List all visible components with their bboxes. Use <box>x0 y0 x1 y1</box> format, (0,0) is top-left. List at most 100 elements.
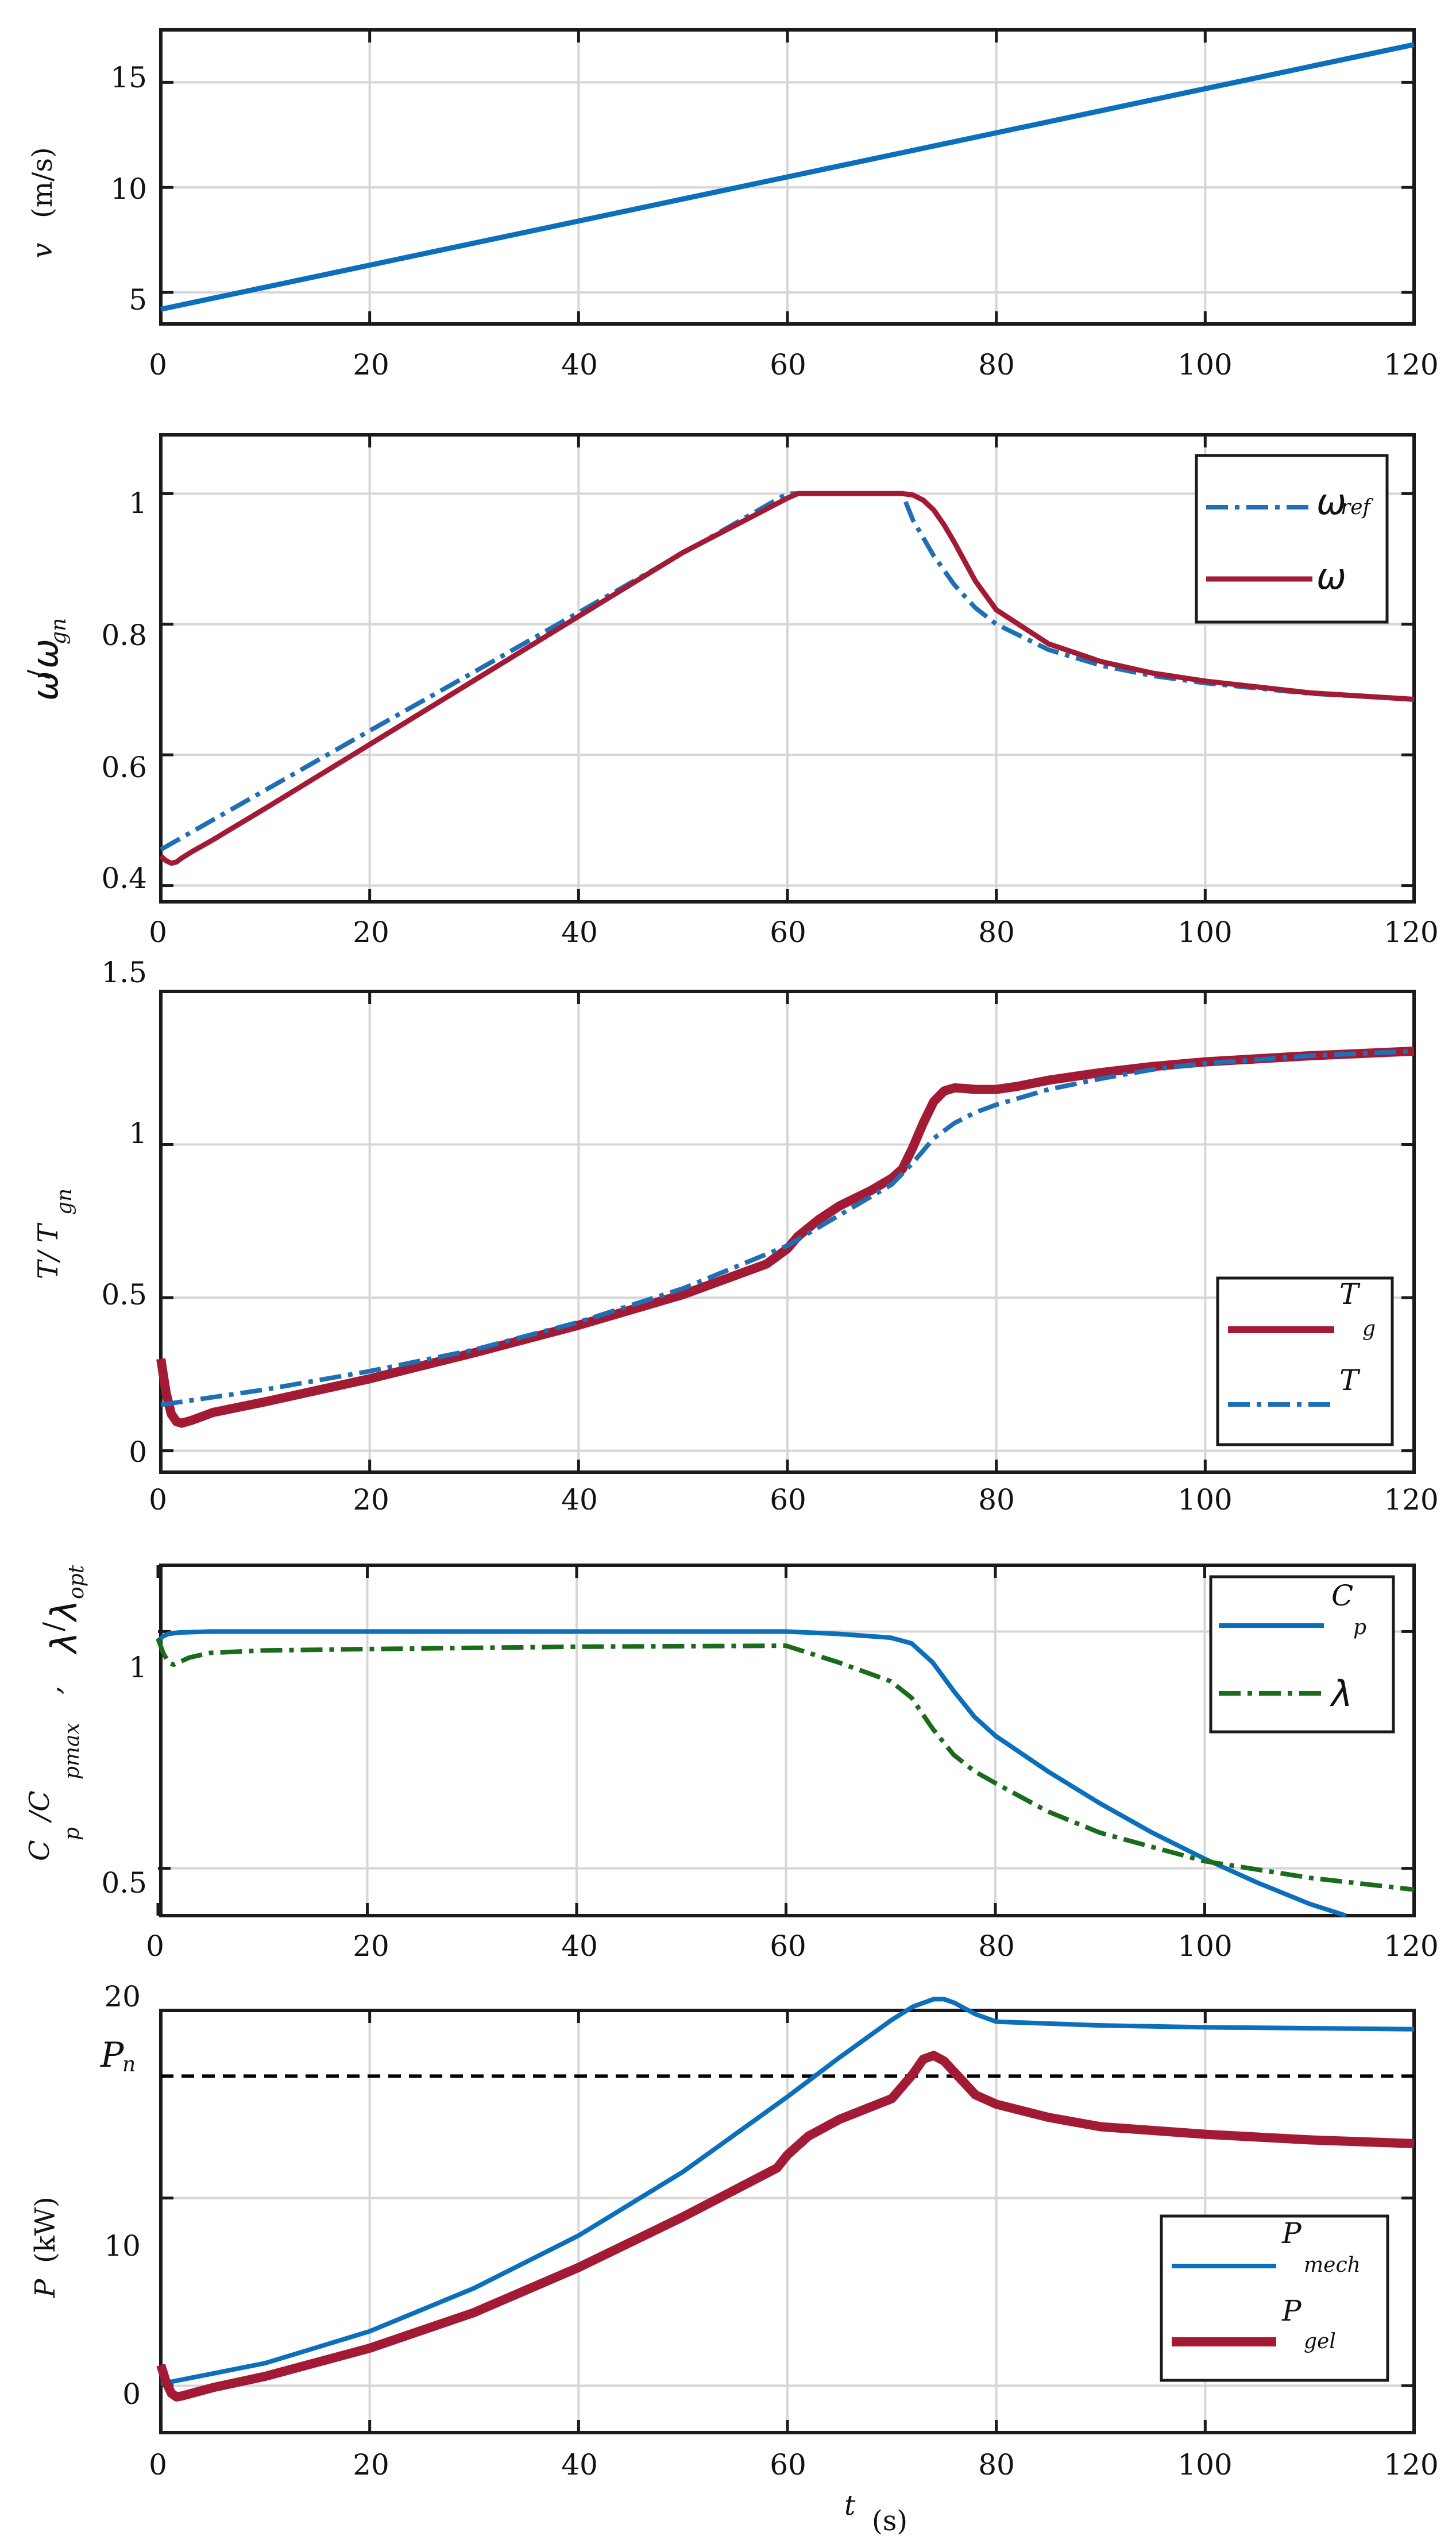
ytick-label: 10 <box>110 172 147 206</box>
legend-label: P <box>1281 2294 1302 2327</box>
xtick-label: 60 <box>770 348 806 381</box>
panel-cp: 0.5 1 0 20 40 60 80 100 120 C p /C pmax … <box>24 1564 1439 1963</box>
xtick-label: 0 <box>149 2448 167 2481</box>
series-line-T_g <box>156 1047 1415 1428</box>
xlabel-unit: (s) <box>872 2505 907 2536</box>
xtick-label: 40 <box>561 348 598 381</box>
xtick-label: 0 <box>149 916 167 949</box>
ytick-label: 1.5 <box>101 956 147 989</box>
legend-label: T <box>1339 1277 1361 1311</box>
series-line-T <box>160 1049 1415 1407</box>
legend: P mech P gel <box>1160 2214 1389 2382</box>
xtick-label: 80 <box>978 348 1015 381</box>
xtick-label: 80 <box>978 2448 1015 2481</box>
panel-torque: 0 0.5 1 1.5 0 20 40 60 80 100 120 T/ T g… <box>32 956 1439 1516</box>
ytick-label: 1 <box>129 487 147 520</box>
ref-label: P <box>100 2035 125 2075</box>
ylabel-sub: gn <box>53 1188 76 1215</box>
panel-wind: 5 10 15 0 20 40 60 80 100 120 v (m/s) <box>26 28 1439 381</box>
ylabel-slash: / <box>22 669 54 679</box>
ylabel-unit: (m/s) <box>26 147 59 218</box>
xtick-label: 120 <box>1384 1929 1438 1963</box>
xtick-label: 60 <box>770 1929 806 1963</box>
series-line-ω_ref <box>160 491 1415 852</box>
legend-label: P <box>1281 2217 1302 2250</box>
ylabel-sub: gn <box>47 618 71 644</box>
series-line-λ <box>156 1638 1415 1892</box>
xtick-label: 80 <box>978 916 1015 949</box>
ytick-label: 0.8 <box>101 619 147 652</box>
xtick-label: 20 <box>353 1483 389 1516</box>
xtick-label: 0 <box>149 1483 167 1516</box>
ytick-label: 5 <box>129 283 147 316</box>
xtick-label: 80 <box>978 1929 1015 1963</box>
xtick-label: 20 <box>353 1929 389 1963</box>
xtick-label: 20 <box>353 916 389 949</box>
ylabel-omega-den: ω <box>24 639 66 669</box>
xtick-label: 100 <box>1177 916 1232 949</box>
ylabel-cpmax: /C <box>24 1790 56 1823</box>
xtick-label: 100 <box>1177 2448 1232 2481</box>
xtick-label: 60 <box>770 2448 806 2481</box>
legend-sub: mech <box>1304 2253 1361 2277</box>
xtick-label: 0 <box>146 1929 164 1963</box>
xtick-label: 100 <box>1177 348 1232 381</box>
ref-label-sub: n <box>122 2053 136 2076</box>
ylabel-lambda-sub: opt <box>65 1565 88 1599</box>
xtick-label: 40 <box>561 1929 598 1963</box>
ytick-label: 1 <box>129 1651 147 1684</box>
legend-sub: p <box>1353 1616 1366 1639</box>
ytick-label: 0.5 <box>101 1866 147 1900</box>
xtick-label: 100 <box>1177 1929 1232 1963</box>
xlabel: t <box>844 2489 856 2522</box>
xtick-label: 80 <box>978 1483 1015 1516</box>
ytick-label: 0.4 <box>101 862 147 895</box>
ylabel-cpmax-sub: pmax <box>60 1723 84 1780</box>
ytick-label: 0.5 <box>101 1278 147 1311</box>
ytick-label: 0 <box>129 1435 147 1469</box>
legend-label: C <box>1331 1579 1353 1612</box>
legend: C p λ <box>1209 1575 1395 1734</box>
xtick-label: 40 <box>561 2448 598 2481</box>
xtick-label: 100 <box>1177 1483 1232 1516</box>
panel-speed: 0.4 0.6 0.8 1 0 20 40 60 80 100 120 ω / … <box>22 433 1439 949</box>
ytick-label: 0.6 <box>101 751 147 784</box>
xtick-label: 40 <box>561 1483 598 1516</box>
xtick-label: 120 <box>1384 2448 1438 2481</box>
ylabel: v <box>26 243 59 258</box>
legend-label: λ <box>1330 1673 1353 1715</box>
legend-sub: ref <box>1341 496 1374 519</box>
xtick-label: 60 <box>770 916 806 949</box>
ylabel-unit: (kW) <box>29 2197 61 2263</box>
ytick-label: 15 <box>110 61 147 94</box>
xtick-label: 120 <box>1384 916 1438 949</box>
panel-power: 0 10 20 0 20 40 60 80 100 120 P n P (kW)… <box>29 1980 1439 2536</box>
legend-label: T <box>1339 1364 1361 1397</box>
xtick-label: 0 <box>149 348 167 381</box>
ylabel: T/ T <box>32 1223 64 1279</box>
legend-label: ω <box>1316 555 1346 597</box>
xtick-label: 60 <box>770 1483 806 1516</box>
ylabel-cp-sub: p <box>60 1827 84 1840</box>
legend: ω ref ω <box>1195 454 1389 624</box>
series-line-P_gel <box>156 2051 1415 2402</box>
ytick-label: 1 <box>129 1117 147 1150</box>
legend-sub: gel <box>1304 2330 1336 2353</box>
xtick-label: 120 <box>1384 348 1438 381</box>
xtick-label: 20 <box>353 348 389 381</box>
ytick-label: 20 <box>104 1980 141 2013</box>
series-line-P_mech <box>160 1997 1415 2387</box>
ylabel-comma: , <box>35 1686 67 1694</box>
xtick-label: 40 <box>561 916 598 949</box>
ylabel-lambda: λ <box>43 1632 85 1655</box>
ylabel: P <box>29 2279 61 2298</box>
ytick-label: 10 <box>104 2229 141 2263</box>
series-line-ω <box>159 491 1415 866</box>
xtick-label: 20 <box>353 2448 389 2481</box>
legend-sub: g <box>1362 1317 1376 1341</box>
ytick-label: 0 <box>122 2377 141 2411</box>
ylabel-omega: ω <box>24 671 66 701</box>
xtick-label: 120 <box>1384 1483 1438 1516</box>
legend: T g T <box>1216 1276 1394 1446</box>
